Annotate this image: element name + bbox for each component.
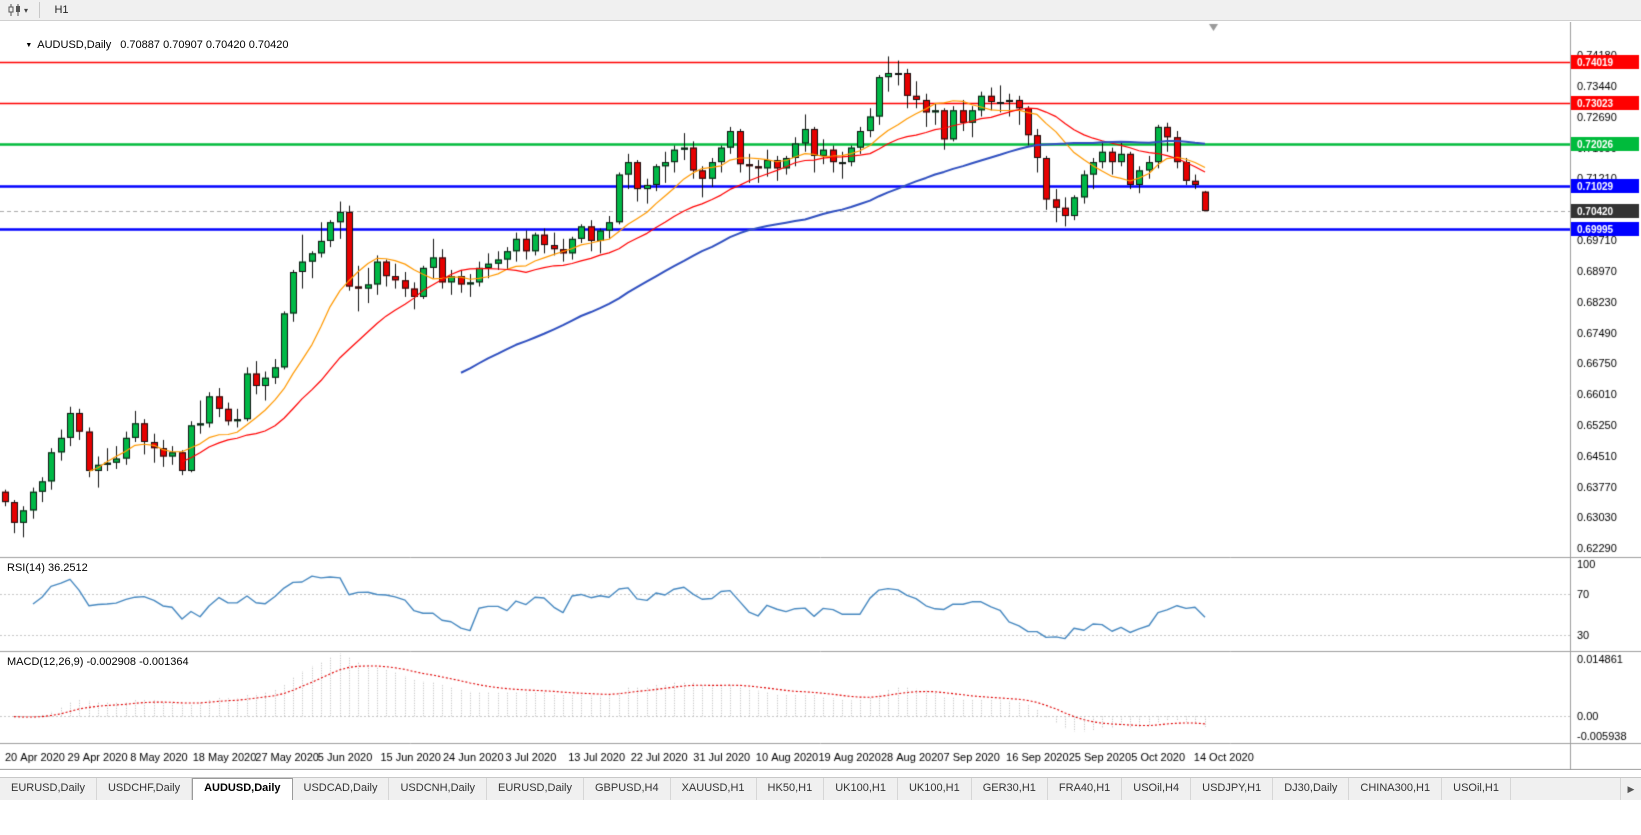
chart-tab-usoil-h4[interactable]: USOil,H4 — [1122, 778, 1192, 800]
chart-tab-bar: EURUSD,Daily USDCHF,Daily AUDUSD,Daily USDC… — [0, 777, 1641, 800]
chart-tab-eurusd-daily[interactable]: EURUSD,Daily — [0, 778, 97, 800]
candlestick-chart-icon — [8, 4, 20, 16]
chart-tab-uk100-h1[interactable]: UK100,H1 — [824, 778, 898, 800]
chart-menu-icon[interactable]: ▼ — [25, 42, 33, 49]
chart-ohlc-values: 0.70887 0.70907 0.70420 0.70420 — [120, 39, 289, 51]
chart-tab-dj30-daily[interactable]: DJ30,Daily — [1273, 778, 1350, 800]
chart-tab-uk100-h1[interactable]: UK100,H1 — [898, 778, 972, 800]
price-chart-canvas[interactable] — [0, 22, 1641, 770]
toolbar-separator — [39, 2, 41, 18]
chart-tab-usoil-h1[interactable]: USOil,H1 — [1442, 778, 1511, 800]
macd-indicator-label: MACD(12,26,9) -0.002908 -0.001364 — [7, 656, 189, 668]
chart-tab-usdchf-daily[interactable]: USDCHF,Daily — [97, 778, 193, 800]
chart-tab-usdcad-daily[interactable]: USDCAD,Daily — [293, 778, 390, 800]
chart-symbol-period: AUDUSD,Daily — [37, 39, 112, 51]
chart-tab-usdjpy-h1[interactable]: USDJPY,H1 — [1191, 778, 1274, 800]
chart-tabs: EURUSD,Daily USDCHF,Daily AUDUSD,Daily USDC… — [0, 778, 1511, 800]
chart-tab-ger30-h1[interactable]: GER30,H1 — [972, 778, 1048, 800]
tab-scroll-right-button[interactable]: ▶ — [1620, 778, 1641, 800]
chart-tab-eurusd-daily[interactable]: EURUSD,Daily — [487, 778, 584, 800]
chart-tab-hk50-h1[interactable]: HK50,H1 — [757, 778, 825, 800]
chart-tab-usdcnh-daily[interactable]: USDCNH,Daily — [389, 778, 488, 800]
chart-tab-gbpusd-h4[interactable]: GBPUSD,H4 — [584, 778, 671, 800]
chart-tab-fra40-h1[interactable]: FRA40,H1 — [1048, 778, 1123, 800]
chart-type-button[interactable]: ▾ — [5, 3, 31, 17]
chart-window: ▼ AUDUSD,Daily 0.70887 0.70907 0.70420 0.7… — [0, 22, 1641, 770]
timeframe-toolbar: ▾ M1M5M15M30H1H4D1W1MN — [0, 0, 1641, 88]
rsi-indicator-label: RSI(14) 36.2512 — [7, 562, 88, 574]
chart-title: ▼ AUDUSD,Daily 0.70887 0.70907 0.70420 0.7… — [7, 27, 288, 63]
chart-tab-china300-h1[interactable]: CHINA300,H1 — [1349, 778, 1443, 800]
chart-tab-xauusd-h1[interactable]: XAUUSD,H1 — [671, 778, 757, 800]
timeframe-button-h1[interactable]: H1 — [54, 4, 69, 16]
chart-tab-audusd-daily[interactable]: AUDUSD,Daily — [192, 778, 293, 800]
dropdown-caret-icon: ▾ — [24, 5, 29, 15]
